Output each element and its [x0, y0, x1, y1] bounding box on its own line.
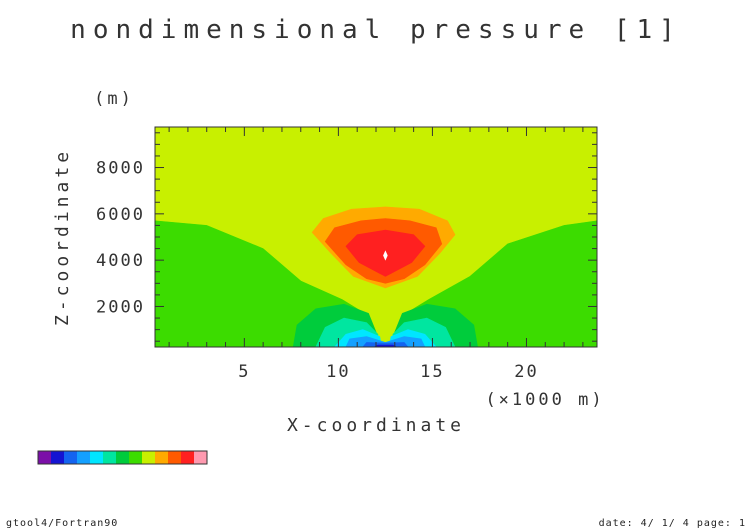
chart-title: nondimensional pressure [1] [70, 15, 682, 45]
colorbar-swatch [64, 451, 77, 464]
colorbar-swatch [194, 451, 207, 464]
colorbar-swatch [103, 451, 116, 464]
plot-area: 5 10 15 20 2000 4000 6000 8000 [96, 126, 598, 382]
footer-right: date: 4/ 1/ 4 page: 1 [598, 518, 746, 529]
y-tick-label: 8000 [96, 159, 145, 179]
x-axis-title: X-coordinate [287, 415, 465, 436]
x-tick-label: 20 [514, 362, 538, 382]
colorbar-frame [37, 450, 208, 465]
colorbar-swatch [51, 451, 64, 464]
y-tick-label: 4000 [96, 251, 145, 271]
footer-left: gtool4/Fortran90 [6, 518, 119, 529]
colorbar-swatch [116, 451, 129, 464]
colorbar-legend [37, 450, 208, 465]
x-tick-label: 15 [420, 362, 444, 382]
y-axis-title: Z-coordinate [52, 148, 73, 326]
axes-layer: 5 10 15 20 2000 4000 6000 8000 [96, 127, 597, 382]
colorbar-swatch [77, 451, 90, 464]
x-tick-label: 5 [238, 362, 250, 382]
colorbar-swatch [181, 451, 194, 464]
x-tick-label: 10 [326, 362, 350, 382]
y-tick-label: 6000 [96, 205, 145, 225]
colorbar-swatch [142, 451, 155, 464]
x-unit-label: (×1000 m) [485, 390, 604, 410]
colorbar-swatch [155, 451, 168, 464]
y-tick-label: 2000 [96, 297, 145, 317]
colorbar-swatch [168, 451, 181, 464]
colorbar-swatch [38, 451, 51, 464]
peak-marker [383, 250, 388, 261]
y-unit-label: (m) [94, 89, 134, 109]
contour-fill-layer [154, 126, 598, 348]
colorbar-swatch [90, 451, 103, 464]
colorbar-swatch [129, 451, 142, 464]
